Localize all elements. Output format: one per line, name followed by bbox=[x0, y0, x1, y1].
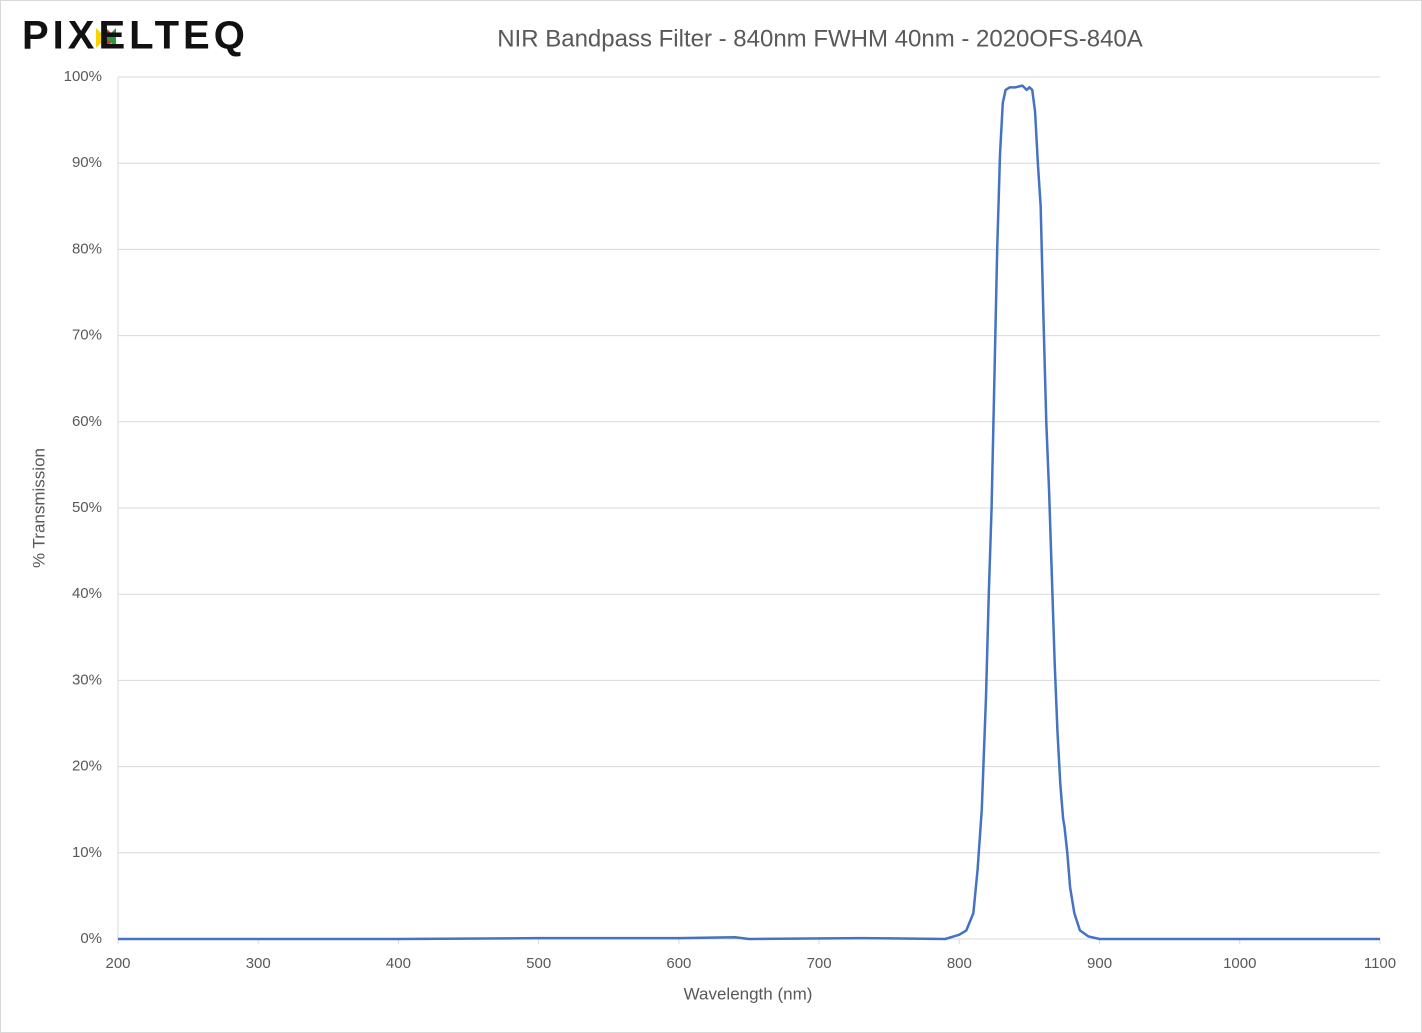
x-tick-label: 700 bbox=[807, 955, 832, 972]
y-tick-label: 10% bbox=[72, 844, 102, 861]
logo-mark bbox=[96, 28, 116, 48]
y-tick-label: 60% bbox=[72, 413, 102, 430]
y-tick-label: 90% bbox=[72, 154, 102, 171]
x-tick-label: 800 bbox=[947, 955, 972, 972]
x-tick-label: 1100 bbox=[1364, 955, 1396, 972]
y-tick-label: 20% bbox=[72, 758, 102, 775]
y-tick-label: 70% bbox=[72, 327, 102, 344]
y-axis-label: % Transmission bbox=[29, 448, 48, 568]
y-tick-label: 50% bbox=[72, 499, 102, 516]
x-tick-label: 1000 bbox=[1223, 955, 1256, 972]
data-line bbox=[118, 84, 1380, 941]
x-tick-label: 900 bbox=[1087, 955, 1112, 972]
y-tick-label: 40% bbox=[72, 585, 102, 602]
x-axis-label: Wavelength (nm) bbox=[684, 984, 813, 1003]
x-tick-label: 300 bbox=[246, 955, 271, 972]
x-tick-label: 400 bbox=[386, 955, 411, 972]
logo: PIXELTEQ bbox=[22, 14, 249, 58]
x-tick-label: 600 bbox=[666, 955, 691, 972]
y-tick-label: 80% bbox=[72, 240, 102, 257]
x-tick-label: 500 bbox=[526, 955, 551, 972]
y-tick-label: 0% bbox=[80, 930, 102, 947]
chart-title: NIR Bandpass Filter - 840nm FWHM 40nm - … bbox=[497, 25, 1143, 52]
x-tick-label: 200 bbox=[105, 955, 130, 972]
y-tick-label: 100% bbox=[64, 68, 102, 85]
y-tick-label: 30% bbox=[72, 671, 102, 688]
